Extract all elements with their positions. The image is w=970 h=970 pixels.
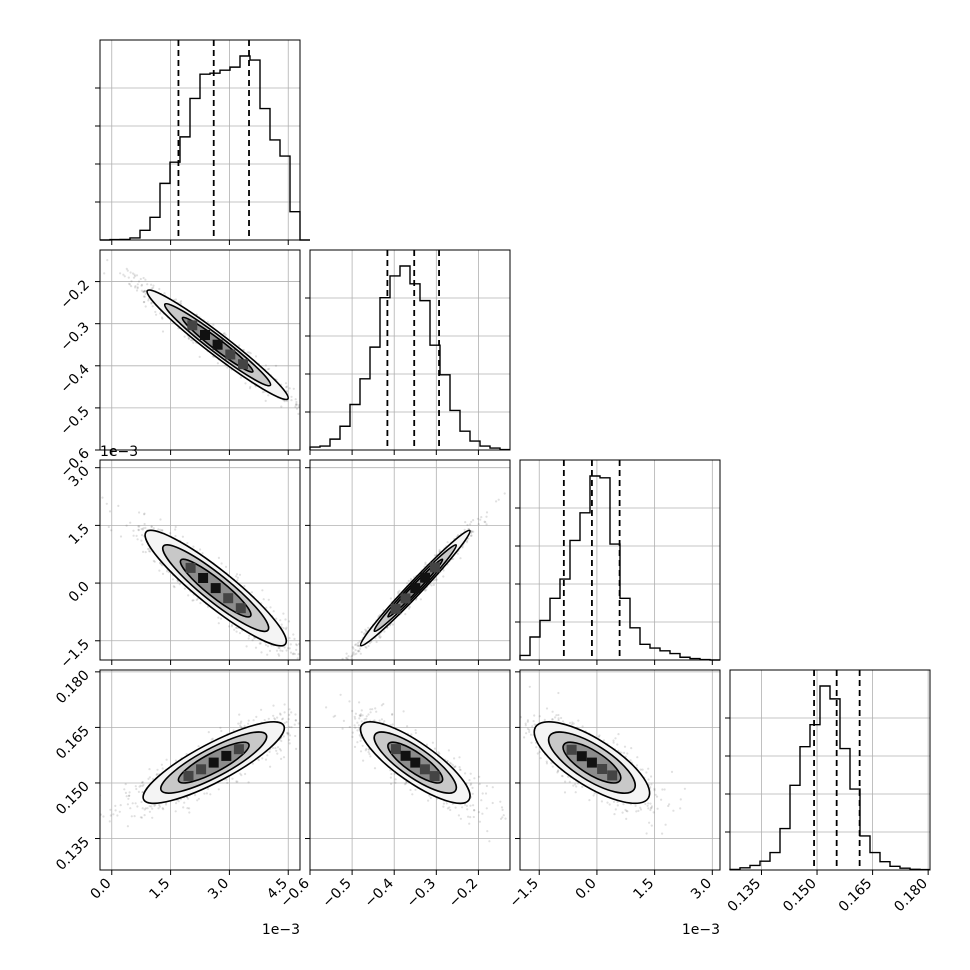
density-cell xyxy=(198,573,209,583)
density-cell xyxy=(607,770,618,781)
panel-frame xyxy=(729,669,931,871)
panel-content xyxy=(103,259,300,415)
panel-frame xyxy=(99,249,301,451)
y-tick-label: 1.5 xyxy=(66,521,93,548)
x-tick-label: 0.150 xyxy=(780,876,820,916)
density-cell xyxy=(420,572,431,583)
x-tick-label: 3.0 xyxy=(688,876,715,903)
density-cell xyxy=(390,603,401,614)
hist-panel-3 xyxy=(725,669,931,875)
x-tick-label: −0.3 xyxy=(404,876,439,911)
x-offset-label: 1e−3 xyxy=(682,922,720,938)
density-cell xyxy=(566,744,577,755)
density-cell xyxy=(419,764,430,775)
hist-panel-2 xyxy=(515,459,721,665)
x-tick-label: 0.0 xyxy=(573,876,600,903)
panel-content xyxy=(520,685,687,835)
density-cell xyxy=(429,562,440,573)
hist-panel-0 xyxy=(95,39,310,245)
panel-content xyxy=(101,496,300,660)
y-tick-label: −0.4 xyxy=(57,361,92,396)
histogram-0 xyxy=(100,55,310,241)
density-cell xyxy=(187,320,198,331)
x-tick-label: −0.4 xyxy=(362,875,397,910)
x-tick-label: 1.5 xyxy=(630,876,657,903)
density-cell xyxy=(183,770,194,781)
density-cell xyxy=(586,757,597,768)
density-cell xyxy=(223,593,234,604)
scatter-panel-3-0 xyxy=(95,669,301,875)
density-cell xyxy=(210,583,221,594)
density-core xyxy=(566,744,618,781)
density-cell xyxy=(185,562,196,573)
density-core xyxy=(390,562,440,614)
density-cell xyxy=(400,750,411,761)
scatter-panel-2-1 xyxy=(305,459,511,665)
panel-frame xyxy=(309,669,511,871)
density-cell xyxy=(410,757,421,768)
y-tick-label: −0.3 xyxy=(57,319,92,354)
x-tick-label: −0.5 xyxy=(320,876,355,911)
scatter-panel-3-2 xyxy=(515,669,721,875)
x-tick-label: 0.180 xyxy=(891,876,931,916)
density-cell xyxy=(429,771,440,782)
density-cell xyxy=(576,751,587,762)
y-offset-label: 1e−3 xyxy=(100,444,138,460)
panel-frame xyxy=(519,459,721,661)
y-tick-label: −0.5 xyxy=(57,403,92,438)
density-cell xyxy=(221,750,232,761)
density-cell xyxy=(391,744,401,755)
density-core xyxy=(183,744,244,781)
density-core xyxy=(187,320,248,370)
panel-frame xyxy=(309,249,511,451)
x-offset-label: 1e−3 xyxy=(262,922,300,938)
x-tick-label: 0.135 xyxy=(725,876,765,916)
y-tick-label: −1.5 xyxy=(57,636,92,671)
x-tick-label: 0.0 xyxy=(88,876,115,903)
panel-frame xyxy=(99,459,301,661)
panel-content xyxy=(100,703,300,828)
x-tick-label: −1.5 xyxy=(507,876,542,911)
panel-content xyxy=(341,492,506,660)
panel-frame xyxy=(519,669,721,871)
scatter-panel-1-0 xyxy=(95,249,301,455)
x-tick-label: 0.165 xyxy=(836,876,876,916)
density-cell xyxy=(233,744,244,755)
density-core xyxy=(185,562,246,614)
y-tick-label: 0.150 xyxy=(53,778,93,818)
density-cell xyxy=(235,603,246,614)
panel-frame xyxy=(99,669,301,871)
y-tick-label: −0.2 xyxy=(57,277,92,312)
y-tick-label: 0.0 xyxy=(66,579,93,606)
density-cell xyxy=(212,339,223,350)
x-tick-label: 1.5 xyxy=(146,876,173,903)
x-tick-label: −0.2 xyxy=(446,876,481,911)
density-cell xyxy=(238,359,248,370)
panel-frame xyxy=(309,459,511,661)
histogram-1 xyxy=(309,265,510,451)
panel-frame xyxy=(99,39,301,241)
y-tick-label: 0.135 xyxy=(53,834,93,874)
density-cell xyxy=(400,593,411,604)
scatter-panel-3-1 xyxy=(305,669,511,875)
panel-content xyxy=(325,693,507,843)
y-tick-label: 0.165 xyxy=(53,723,93,763)
density-cell xyxy=(597,764,608,774)
density-core xyxy=(391,744,440,782)
density-cell xyxy=(208,757,219,768)
density-cell xyxy=(225,349,236,360)
y-tick-label: 0.180 xyxy=(53,667,93,707)
scatter-panel-2-0 xyxy=(95,459,301,665)
density-cell xyxy=(196,764,207,775)
x-tick-label: 3.0 xyxy=(205,876,232,903)
hist-panel-1 xyxy=(305,249,511,455)
density-cell xyxy=(200,330,210,340)
histogram-3 xyxy=(729,685,930,871)
density-cell xyxy=(410,583,421,594)
